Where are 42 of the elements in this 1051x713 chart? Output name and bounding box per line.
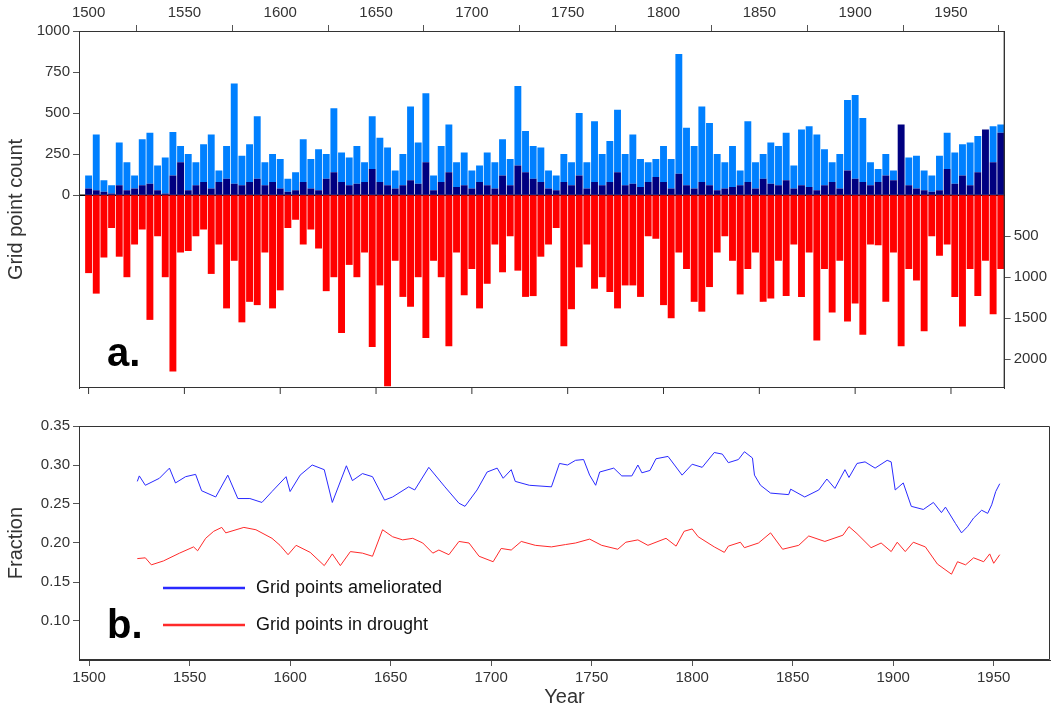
y-axis-title: Fraction xyxy=(3,506,26,580)
x-tick-label: 1650 xyxy=(373,668,408,686)
x-tick-label: 1750 xyxy=(551,3,585,21)
annotation: b. xyxy=(107,602,143,646)
x-tick-label: 1900 xyxy=(838,3,872,21)
y2-tick-label: 1000 xyxy=(1013,267,1048,285)
y-tick-label: 500 xyxy=(44,103,70,121)
y-tick-label: 0.10 xyxy=(40,611,70,629)
x-axis-title: Year xyxy=(544,684,586,707)
legend-label: Grid points in drought xyxy=(256,613,429,634)
y-tick-label: 0.35 xyxy=(40,416,70,434)
x-tick-label: 1750 xyxy=(574,668,609,686)
x-tick-label: 1500 xyxy=(71,3,106,21)
x-tick-label: 1600 xyxy=(273,668,307,686)
y-tick-label: 0.30 xyxy=(40,455,70,473)
y-tick-label: 0 xyxy=(61,185,70,203)
x-tick-label: 1600 xyxy=(263,3,297,21)
y-tick-label: 1000 xyxy=(36,21,70,39)
x-tick-label: 1800 xyxy=(675,668,709,686)
x-tick-label: 1850 xyxy=(742,3,777,21)
y-tick-label: 0.15 xyxy=(40,572,70,590)
y-axis-title: Grid point count xyxy=(3,138,26,281)
x-tick-label: 1550 xyxy=(167,3,202,21)
y2-tick-label: 1500 xyxy=(1013,308,1048,326)
x-tick-label: 1850 xyxy=(775,668,810,686)
legend-label: Grid points ameliorated xyxy=(256,576,443,597)
x-tick-label: 1900 xyxy=(876,668,910,686)
x-tick-label: 1700 xyxy=(474,668,508,686)
x-tick-label: 1700 xyxy=(455,3,489,21)
x-tick-label: 1650 xyxy=(359,3,393,21)
y2-tick-label: 500 xyxy=(1013,226,1039,244)
x-tick-label: 1950 xyxy=(977,668,1011,686)
x-tick-label: 1950 xyxy=(934,3,968,21)
annotation: a. xyxy=(107,330,141,374)
x-tick-label: 1550 xyxy=(172,668,207,686)
y-tick-label: 0.25 xyxy=(40,494,70,512)
y-tick-label: 250 xyxy=(44,144,70,162)
x-tick-label: 1500 xyxy=(72,668,106,686)
y-tick-label: 750 xyxy=(44,62,70,80)
x-tick-label: 1800 xyxy=(646,3,681,21)
y-tick-label: 0.20 xyxy=(40,533,70,551)
y2-tick-label: 2000 xyxy=(1013,349,1048,367)
